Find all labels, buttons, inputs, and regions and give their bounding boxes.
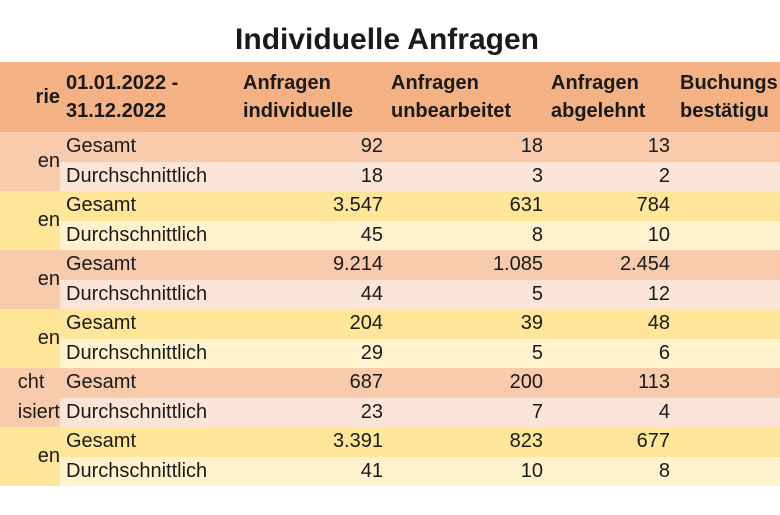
header-booking: Buchungs bestätigu (680, 72, 778, 122)
cell-individual: 41 (360, 459, 383, 482)
table-row: Gesamt 92 18 13 (60, 132, 780, 162)
cell-label: Gesamt (66, 312, 137, 334)
cell-rejected: 6 (658, 341, 670, 364)
cell-unprocessed: 8 (531, 223, 543, 246)
table-header: rie 01.01.2022 - 31.12.2022 Anfragen ind… (0, 62, 780, 132)
cell-unprocessed: 18 (520, 135, 543, 157)
cell-rejected: 10 (647, 223, 670, 246)
cell-unprocessed: 5 (531, 282, 543, 305)
cell-individual: 45 (360, 223, 383, 246)
cell-rejected: 4 (658, 400, 670, 423)
category-cell: en (0, 309, 60, 368)
category-label: en (37, 149, 60, 172)
cell-rejected: 2.454 (619, 253, 670, 275)
cell-rejected: 48 (647, 312, 670, 334)
cell-individual: 687 (349, 371, 383, 393)
cell-unprocessed: 10 (520, 459, 543, 482)
category-label: en (37, 326, 60, 349)
cell-individual: 92 (360, 135, 383, 157)
cell-individual: 3.547 (332, 194, 383, 216)
cell-label: Durchschnittlich (66, 282, 208, 305)
cell-label: Durchschnittlich (66, 223, 208, 246)
table-row: Gesamt 204 39 48 (60, 309, 780, 339)
category-label: cht isiert (17, 371, 60, 423)
cell-rejected: 2 (658, 164, 670, 187)
cell-rejected: 784 (636, 194, 670, 216)
cell-unprocessed: 631 (509, 194, 543, 216)
table-row: Gesamt 9.214 1.085 2.454 (60, 250, 780, 280)
category-cell: en (0, 191, 60, 250)
category-cell: en (0, 250, 60, 309)
category-label: en (37, 267, 60, 290)
cell-label: Gesamt (66, 194, 137, 216)
page-title: Individuelle Anfragen (235, 23, 539, 56)
cell-label: Gesamt (66, 371, 137, 393)
cell-rejected: 113 (638, 371, 670, 393)
table-row: Durchschnittlich 18 3 2 (60, 161, 780, 191)
table-row: Durchschnittlich 41 10 8 (60, 456, 780, 486)
header-rejected: Anfragen abgelehnt (551, 72, 646, 122)
header-unprocessed: Anfragen unbearbeitet (391, 72, 512, 122)
cell-unprocessed: 3 (531, 164, 543, 187)
cell-unprocessed: 7 (531, 400, 543, 423)
cell-rejected: 13 (647, 135, 670, 157)
cell-label: Durchschnittlich (66, 341, 208, 364)
requests-table: rie 01.01.2022 - 31.12.2022 Anfragen ind… (0, 62, 780, 492)
cell-individual: 3.391 (332, 430, 383, 452)
category-cell: en (0, 132, 60, 191)
table-row: Durchschnittlich 23 7 4 (60, 397, 780, 427)
cell-unprocessed: 39 (520, 312, 543, 334)
cell-individual: 204 (349, 312, 383, 334)
cell-label: Durchschnittlich (66, 164, 208, 187)
table-row: Durchschnittlich 44 5 12 (60, 279, 780, 309)
cell-label: Gesamt (66, 430, 137, 452)
cell-rejected: 8 (658, 459, 670, 482)
header-individual: Anfragen individuelle (243, 72, 354, 122)
table-row: Durchschnittlich 45 8 10 (60, 220, 780, 250)
cell-unprocessed: 1.085 (492, 253, 543, 275)
table-row: Gesamt 3.547 631 784 (60, 191, 780, 221)
cell-label: Gesamt (66, 253, 137, 275)
category-label: en (37, 444, 60, 467)
header-category: rie (35, 86, 60, 108)
cell-label: Durchschnittlich (66, 400, 208, 423)
cell-individual: 29 (360, 341, 383, 364)
cell-rejected: 677 (636, 430, 670, 452)
cell-label: Durchschnittlich (66, 459, 208, 482)
cell-label: Gesamt (66, 135, 137, 157)
header-period: 01.01.2022 - 31.12.2022 (66, 72, 179, 122)
cell-unprocessed: 823 (509, 430, 543, 452)
cell-individual: 23 (360, 400, 383, 423)
table-row: Durchschnittlich 29 5 6 (60, 338, 780, 368)
category-cell: en (0, 427, 60, 486)
cell-unprocessed: 200 (509, 371, 543, 393)
cell-individual: 9.214 (332, 253, 383, 275)
table-row: Gesamt 687 200 113 (60, 368, 780, 398)
cell-individual: 44 (360, 282, 383, 305)
category-cell: cht isiert (0, 368, 60, 427)
table-row: Gesamt 3.391 823 677 (60, 427, 780, 457)
cell-unprocessed: 5 (531, 341, 543, 364)
cell-individual: 18 (360, 164, 383, 187)
cell-rejected: 12 (647, 282, 670, 305)
category-label: en (37, 208, 60, 231)
